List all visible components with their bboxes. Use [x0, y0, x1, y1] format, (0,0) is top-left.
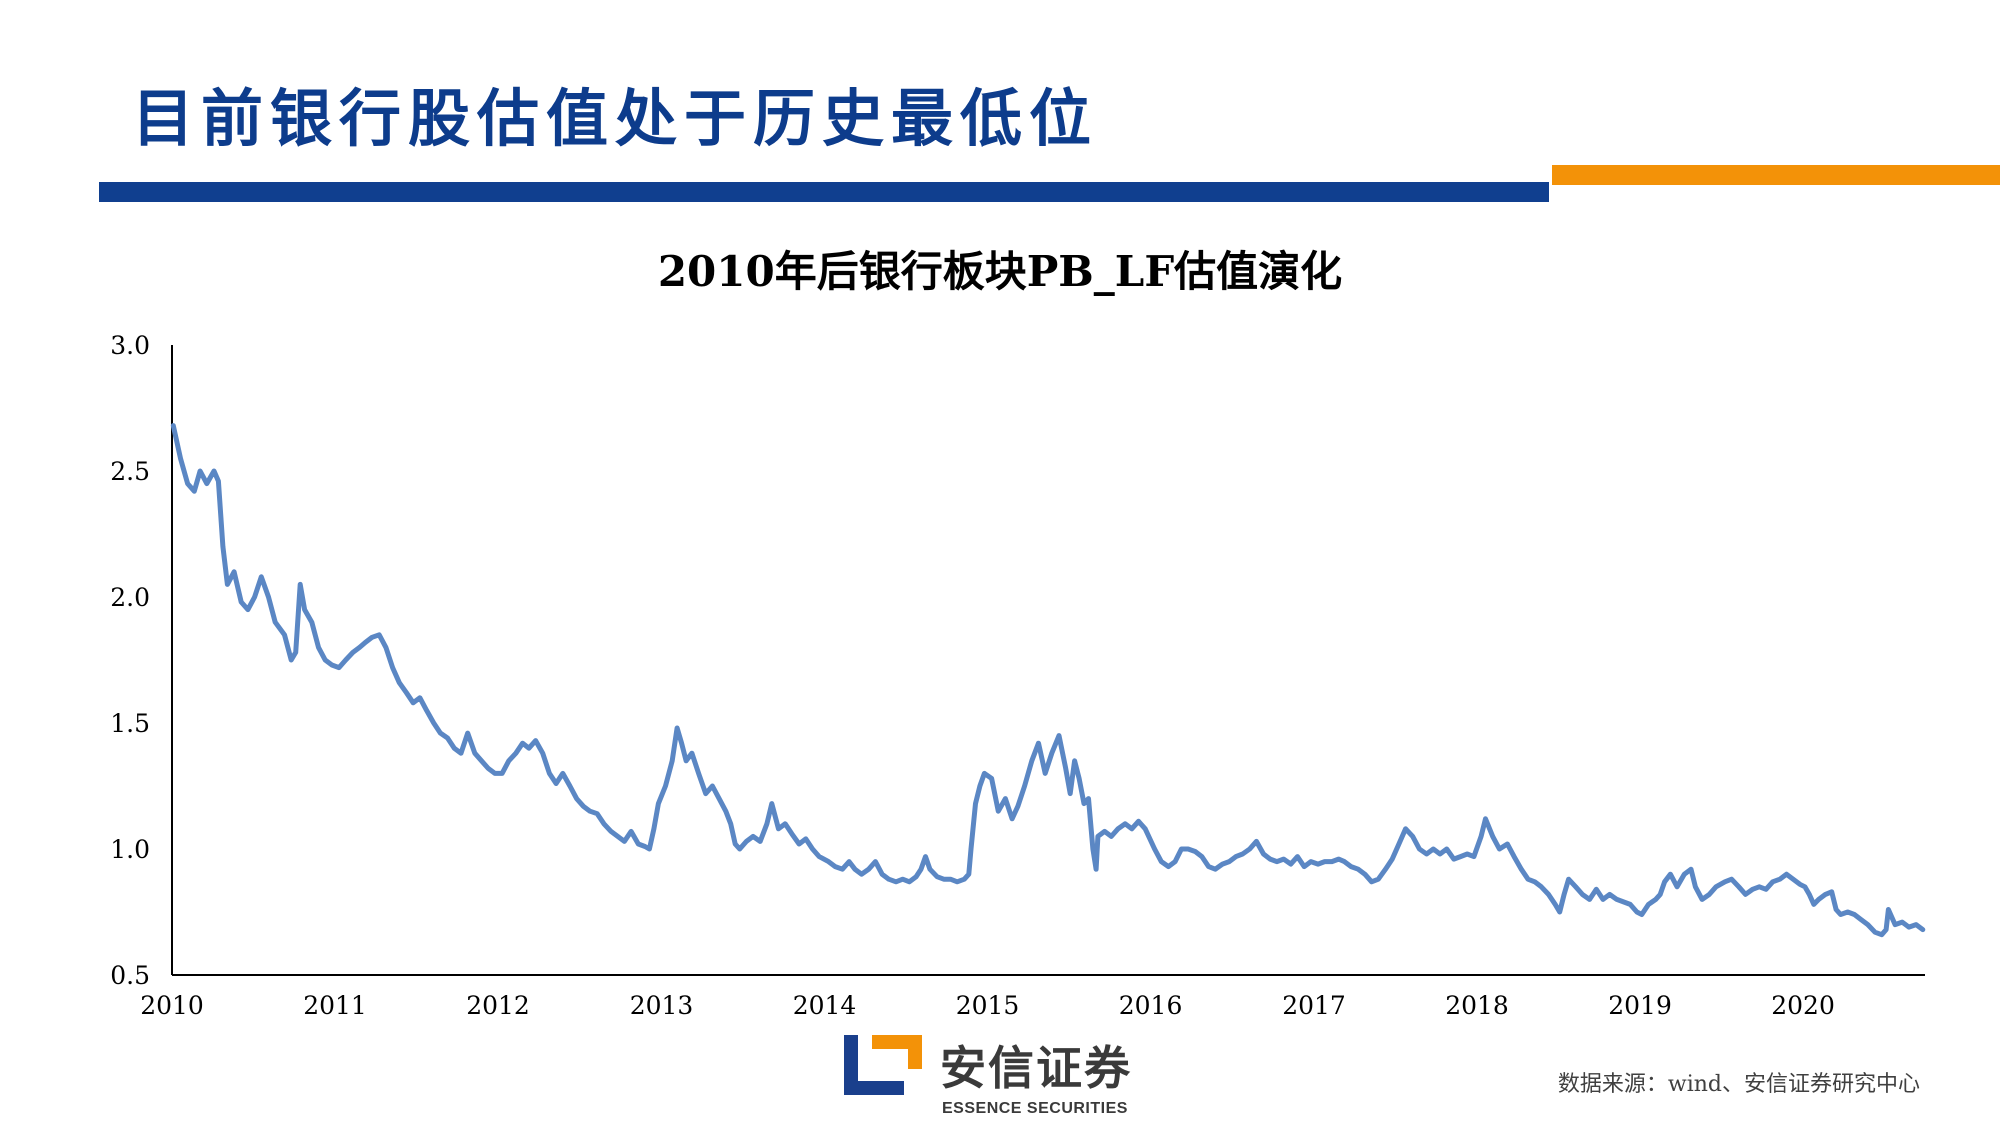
logo-name-cn: 安信证券 — [940, 1041, 1132, 1095]
title-underline-blue — [99, 182, 1549, 202]
x-tick-label: 2011 — [303, 991, 367, 1020]
x-tick-label: 2010 — [140, 991, 204, 1020]
series-line-0 — [170, 423, 1926, 938]
y-tick-label: 1.5 — [110, 709, 150, 738]
x-tick-label: 2012 — [466, 991, 530, 1020]
x-tick-label: 2017 — [1282, 991, 1346, 1020]
logo-mark-icon — [844, 1035, 922, 1095]
data-source-note: 数据来源：wind、安信证券研究中心 — [1557, 1072, 1920, 1097]
x-tick-label: 2018 — [1445, 991, 1509, 1020]
y-tick-label: 1.0 — [110, 835, 150, 864]
x-tick-label: 2020 — [1771, 991, 1835, 1020]
y-tick-label: 2.0 — [110, 583, 150, 612]
x-tick-label: 2014 — [793, 991, 857, 1020]
page-title: 目前银行股估值处于历史最低位 — [132, 82, 1099, 155]
title-underline-orange — [1552, 165, 2000, 185]
y-tick-label: 0.5 — [110, 961, 150, 990]
y-tick-label: 2.5 — [110, 457, 150, 486]
y-tick-label: 3.0 — [110, 331, 150, 360]
company-logo: 安信证券 ESSENCE SECURITIES — [842, 1035, 1172, 1125]
x-tick-label: 2013 — [630, 991, 694, 1020]
x-tick-label: 2019 — [1608, 991, 1672, 1020]
logo-name-en: ESSENCE SECURITIES — [942, 1100, 1128, 1117]
chart-title: 2010年后银行板块PB_LF估值演化 — [657, 247, 1343, 296]
x-tick-label: 2016 — [1119, 991, 1183, 1020]
x-tick-label: 2015 — [956, 991, 1020, 1020]
